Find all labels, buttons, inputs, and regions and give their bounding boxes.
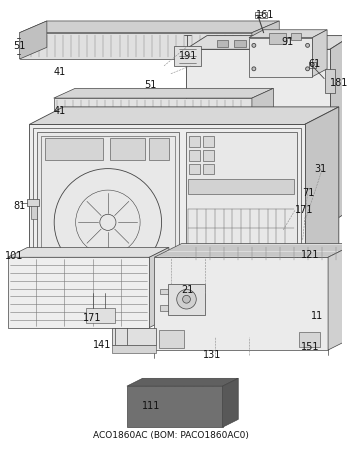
- Polygon shape: [328, 244, 350, 350]
- Bar: [189, 136, 200, 147]
- Bar: [160, 289, 168, 294]
- Polygon shape: [29, 107, 339, 125]
- Circle shape: [252, 67, 256, 71]
- Polygon shape: [29, 125, 304, 295]
- Text: 171: 171: [295, 205, 313, 215]
- Text: 181: 181: [330, 78, 348, 88]
- Bar: [309, 62, 316, 68]
- Bar: [217, 39, 229, 47]
- Polygon shape: [8, 257, 149, 328]
- Circle shape: [252, 43, 256, 47]
- Text: 51: 51: [14, 41, 26, 51]
- Bar: [203, 136, 214, 147]
- Polygon shape: [54, 88, 273, 98]
- Text: 171: 171: [83, 313, 102, 323]
- Circle shape: [183, 295, 190, 303]
- Bar: [45, 138, 104, 159]
- Polygon shape: [223, 378, 238, 427]
- Bar: [41, 136, 175, 284]
- Bar: [188, 179, 294, 194]
- Polygon shape: [249, 38, 313, 77]
- Text: 141: 141: [93, 340, 111, 350]
- Text: 191: 191: [179, 51, 197, 61]
- Polygon shape: [8, 247, 169, 257]
- Polygon shape: [154, 257, 328, 350]
- Polygon shape: [186, 36, 350, 49]
- Text: 91: 91: [281, 38, 293, 48]
- Polygon shape: [149, 247, 169, 328]
- Bar: [186, 132, 297, 288]
- Text: 31: 31: [314, 164, 327, 174]
- Bar: [159, 331, 183, 348]
- Bar: [112, 345, 156, 353]
- Text: 161: 161: [256, 10, 274, 20]
- Text: 81: 81: [14, 201, 26, 211]
- Bar: [203, 150, 214, 161]
- Bar: [189, 150, 200, 161]
- Bar: [189, 164, 200, 174]
- Polygon shape: [313, 30, 327, 77]
- Bar: [160, 305, 168, 311]
- Bar: [149, 138, 169, 159]
- Bar: [268, 33, 286, 44]
- Text: ACO1860AC (BOM: PACO1860AC0): ACO1860AC (BOM: PACO1860AC0): [93, 431, 249, 440]
- Text: 131: 131: [203, 350, 222, 360]
- Polygon shape: [174, 46, 201, 66]
- Bar: [86, 308, 115, 323]
- Bar: [31, 200, 37, 219]
- Text: 41: 41: [54, 106, 66, 116]
- Bar: [291, 33, 301, 40]
- Bar: [255, 12, 267, 18]
- Text: 11: 11: [310, 311, 323, 321]
- Circle shape: [306, 67, 309, 71]
- Text: 21: 21: [182, 285, 194, 295]
- Text: 61: 61: [309, 59, 321, 69]
- Text: 151: 151: [301, 342, 319, 352]
- Circle shape: [306, 43, 309, 47]
- Polygon shape: [249, 30, 327, 38]
- Polygon shape: [54, 98, 252, 122]
- Bar: [168, 284, 205, 315]
- Polygon shape: [20, 21, 279, 33]
- Polygon shape: [330, 36, 350, 223]
- Polygon shape: [252, 88, 273, 122]
- Bar: [112, 328, 156, 345]
- Polygon shape: [186, 49, 330, 223]
- Text: 101: 101: [5, 251, 23, 261]
- Polygon shape: [304, 107, 339, 295]
- Polygon shape: [20, 21, 47, 59]
- Bar: [325, 69, 335, 93]
- Bar: [299, 333, 320, 347]
- Text: 71: 71: [303, 188, 315, 198]
- Polygon shape: [127, 386, 223, 427]
- Bar: [33, 128, 301, 291]
- Polygon shape: [154, 244, 350, 257]
- Text: 121: 121: [301, 251, 319, 260]
- Polygon shape: [20, 33, 252, 59]
- Bar: [27, 199, 39, 207]
- Text: 111: 111: [142, 400, 160, 411]
- Bar: [203, 164, 214, 174]
- Polygon shape: [37, 132, 179, 288]
- Bar: [252, 39, 264, 47]
- Circle shape: [177, 289, 196, 309]
- Bar: [234, 39, 246, 47]
- Bar: [110, 138, 145, 159]
- Text: 41: 41: [54, 67, 66, 77]
- Text: 51: 51: [145, 81, 157, 91]
- Polygon shape: [127, 378, 238, 386]
- Polygon shape: [252, 21, 279, 59]
